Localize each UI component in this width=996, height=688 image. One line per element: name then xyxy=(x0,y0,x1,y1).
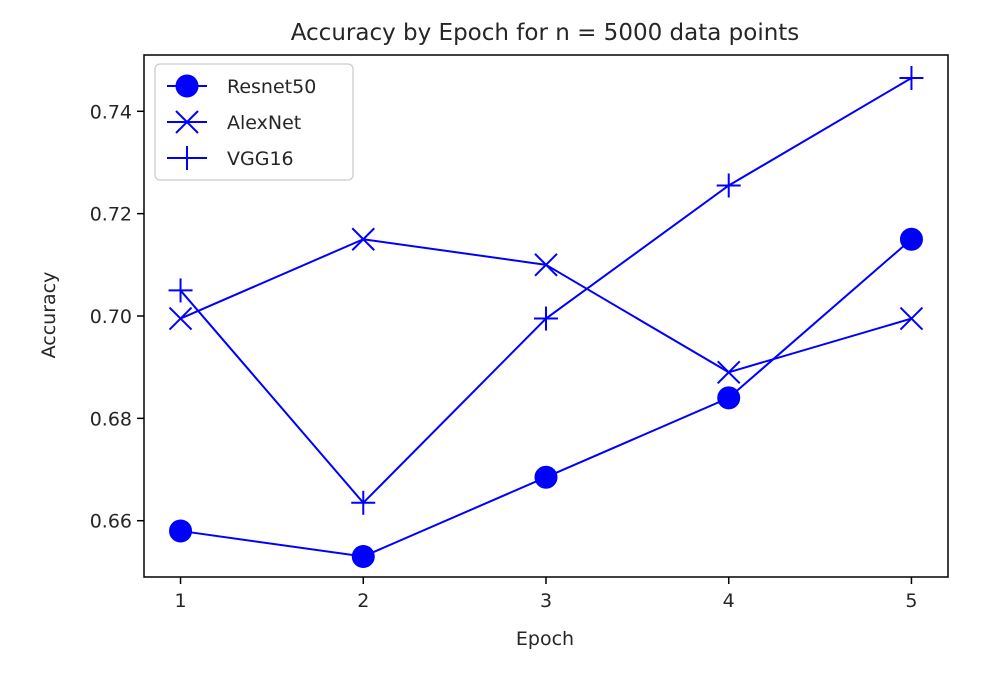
data-point-alexnet-5-stroke-b xyxy=(899,306,924,331)
legend-item-resnet50: Resnet50 xyxy=(167,74,316,98)
legend-item-vgg16: VGG16 xyxy=(167,146,294,170)
data-point-resnet50-1 xyxy=(169,519,193,543)
axes: 1 2 3 4 5 0.66 0.68 0.70 0.72 0.74 xyxy=(90,54,949,612)
x-tick-label-1: 1 xyxy=(174,590,186,612)
y-tick-label-5: 0.74 xyxy=(90,101,132,123)
legend-marker-resnet50 xyxy=(175,74,199,98)
data-point-resnet50-5 xyxy=(899,227,923,251)
y-tick-label-3: 0.70 xyxy=(90,306,132,328)
x-axis-label: Epoch xyxy=(516,628,574,650)
legend-marker-vgg16 xyxy=(175,146,199,170)
x-tick-label-2: 2 xyxy=(357,590,369,612)
x-tick-label-4: 4 xyxy=(723,590,735,612)
data-point-alexnet-1 xyxy=(168,306,193,331)
y-axis-label: Accuracy xyxy=(38,272,60,359)
data-point-resnet50-2 xyxy=(351,545,375,569)
data-point-alexnet-4 xyxy=(717,360,741,385)
legend-marker-alexnet xyxy=(175,110,199,134)
data-point-vgg16-4 xyxy=(716,173,741,198)
legend-marker-alexnet-stroke-b xyxy=(175,110,199,134)
legend: Resnet50 AlexNet VGG16 xyxy=(154,63,354,181)
series-vgg16 xyxy=(168,66,924,515)
data-point-resnet50-4 xyxy=(717,386,741,410)
data-point-vgg16-2 xyxy=(351,490,376,515)
plot-area xyxy=(168,66,924,569)
chart-title: Accuracy by Epoch for n = 5000 data poin… xyxy=(291,20,800,46)
data-point-vgg16-5 xyxy=(899,66,924,91)
y-tick-label-2: 0.68 xyxy=(90,408,132,430)
data-point-alexnet-2 xyxy=(351,227,375,251)
data-point-vgg16-1 xyxy=(168,278,193,303)
data-point-vgg16-3 xyxy=(534,306,558,331)
data-point-alexnet-5 xyxy=(899,306,924,331)
legend-item-alexnet: AlexNet xyxy=(167,110,301,134)
legend-box xyxy=(154,63,354,181)
data-point-alexnet-2-stroke-b xyxy=(351,227,375,251)
legend-label-vgg16: VGG16 xyxy=(227,148,294,170)
series-resnet50 xyxy=(169,227,923,569)
legend-label-resnet50: Resnet50 xyxy=(227,76,316,98)
y-tick-label-4: 0.72 xyxy=(90,204,132,226)
data-point-alexnet-3-stroke-b xyxy=(534,253,558,277)
x-tick-label-3: 3 xyxy=(540,590,552,612)
series-alexnet xyxy=(168,227,924,385)
legend-label-alexnet: AlexNet xyxy=(227,112,301,134)
x-tick-label-5: 5 xyxy=(905,590,917,612)
data-point-alexnet-1-stroke-b xyxy=(168,306,193,331)
data-point-resnet50-3 xyxy=(534,465,558,489)
data-point-alexnet-4-stroke-b xyxy=(717,360,741,385)
data-point-alexnet-3 xyxy=(534,253,558,277)
y-tick-label-1: 0.66 xyxy=(90,511,132,533)
